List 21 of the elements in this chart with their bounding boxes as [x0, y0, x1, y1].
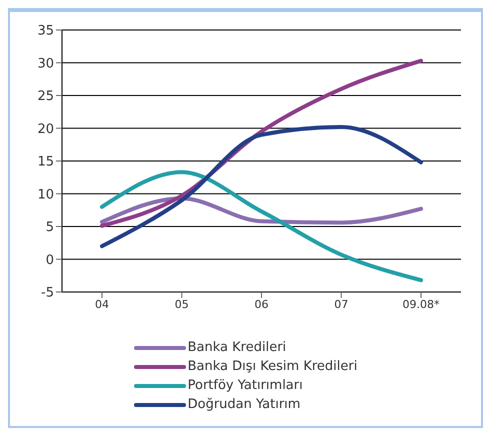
line-series	[100, 170, 423, 282]
y-tick-label: 5	[46, 220, 54, 236]
legend-label: Doğrudan Yatırım	[188, 396, 300, 414]
legend-label: Banka Kredileri	[188, 339, 286, 357]
y-tick-label: 20	[37, 122, 54, 137]
y-tick-label: 0	[46, 252, 54, 268]
y-tick-label: 15	[37, 154, 54, 170]
x-tick-label: 06	[254, 298, 268, 311]
y-tick-label: 25	[37, 89, 54, 104]
legend-label: Portföy Yatırımları	[188, 377, 303, 395]
line-series	[100, 196, 423, 225]
y-tick-label: 35	[37, 24, 54, 39]
line-series	[100, 124, 423, 248]
legend-label: Banka Dışı Kesim Kredileri	[188, 358, 358, 376]
x-tick-label: 07	[334, 298, 348, 311]
x-tick-label: 05	[174, 298, 189, 311]
x-tick-label: 04	[95, 298, 109, 311]
y-tick-label: 30	[37, 56, 54, 72]
y-tick-label: 10	[37, 187, 54, 202]
y-tick-label: -5	[41, 286, 54, 301]
x-tick-label: 09.08*	[402, 298, 440, 311]
